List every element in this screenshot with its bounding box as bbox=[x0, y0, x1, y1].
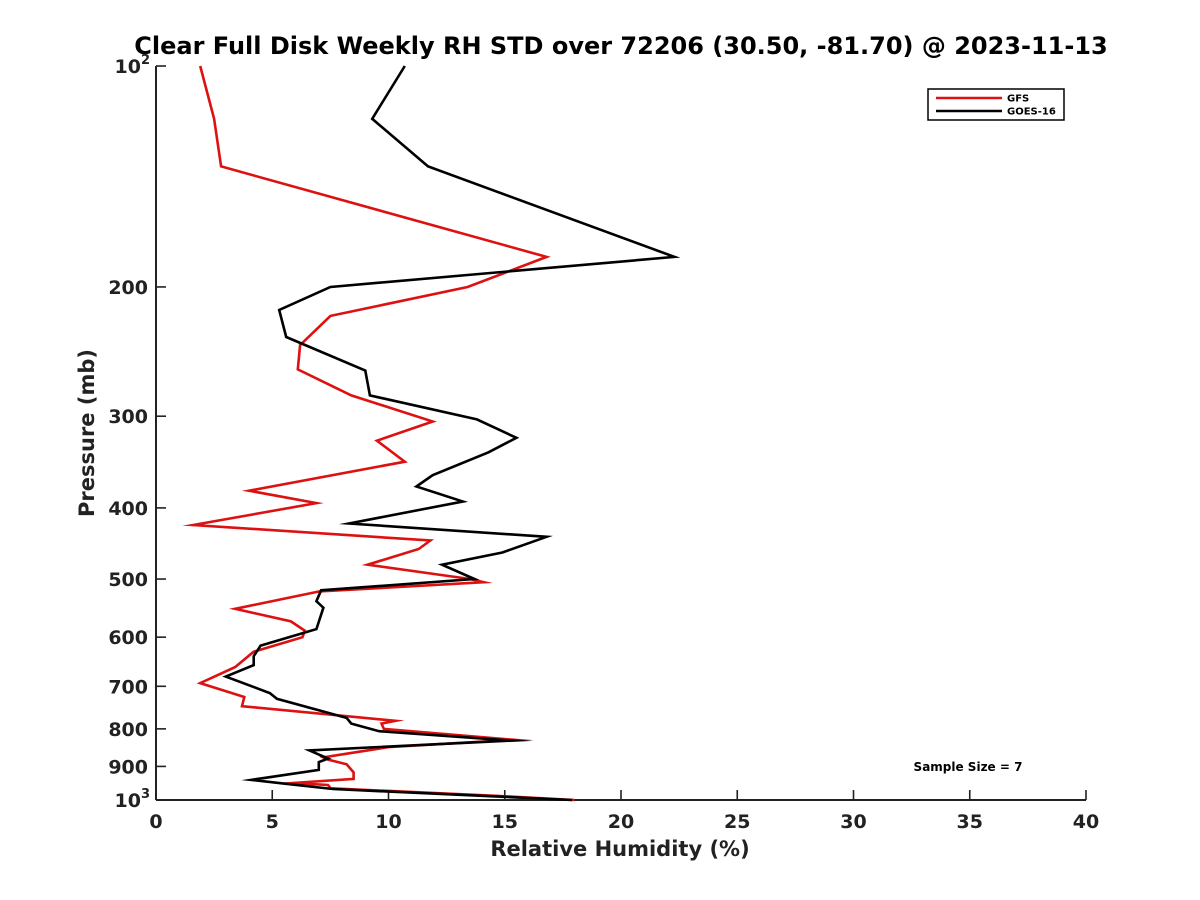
x-tick-label-4: 20 bbox=[608, 811, 634, 833]
y-tick-label-7: 800 bbox=[108, 719, 148, 741]
sample-size-annotation: Sample Size = 7 bbox=[914, 760, 1023, 774]
y-tick-label-6: 700 bbox=[108, 676, 148, 698]
y-axis-label: Pressure (mb) bbox=[75, 349, 99, 517]
x-tick-label-7: 35 bbox=[957, 811, 983, 833]
x-tick-label-1: 5 bbox=[266, 811, 279, 833]
x-tick-label-6: 30 bbox=[840, 811, 866, 833]
y-tick-label-8: 900 bbox=[108, 756, 148, 778]
x-tick-label-3: 15 bbox=[492, 811, 518, 833]
y-tick-label-9: 103 bbox=[115, 787, 151, 812]
legend: GFS GOES-16 bbox=[927, 88, 1065, 121]
series-layer bbox=[182, 65, 681, 802]
chart-title: Clear Full Disk Weekly RH STD over 72206… bbox=[134, 32, 1107, 60]
legend-label-goes-16: GOES-16 bbox=[1007, 107, 1056, 118]
axes: 0 5 10 15 20 25 30 35 40 102 200 300 400 500 600 700 800… bbox=[108, 53, 1099, 833]
legend-label-gfs: GFS bbox=[1007, 94, 1029, 105]
legend-box bbox=[927, 88, 1065, 121]
y-tick-label-2: 300 bbox=[108, 406, 148, 428]
x-tick-label-5: 25 bbox=[724, 811, 750, 833]
y-tick-label-4: 500 bbox=[108, 569, 148, 591]
x-tick-label-8: 40 bbox=[1073, 811, 1099, 833]
x-tick-label-0: 0 bbox=[149, 811, 162, 833]
y-tick-label-0: 102 bbox=[115, 53, 151, 78]
x-tick-label-2: 10 bbox=[375, 811, 401, 833]
y-tick-label-1: 200 bbox=[108, 277, 148, 299]
series-line-goes-16 bbox=[222, 65, 681, 802]
y-tick-label-3: 400 bbox=[108, 498, 148, 520]
series-line-gfs bbox=[182, 65, 575, 802]
y-tick-label-5: 600 bbox=[108, 627, 148, 649]
x-axis-label: Relative Humidity (%) bbox=[490, 837, 749, 861]
